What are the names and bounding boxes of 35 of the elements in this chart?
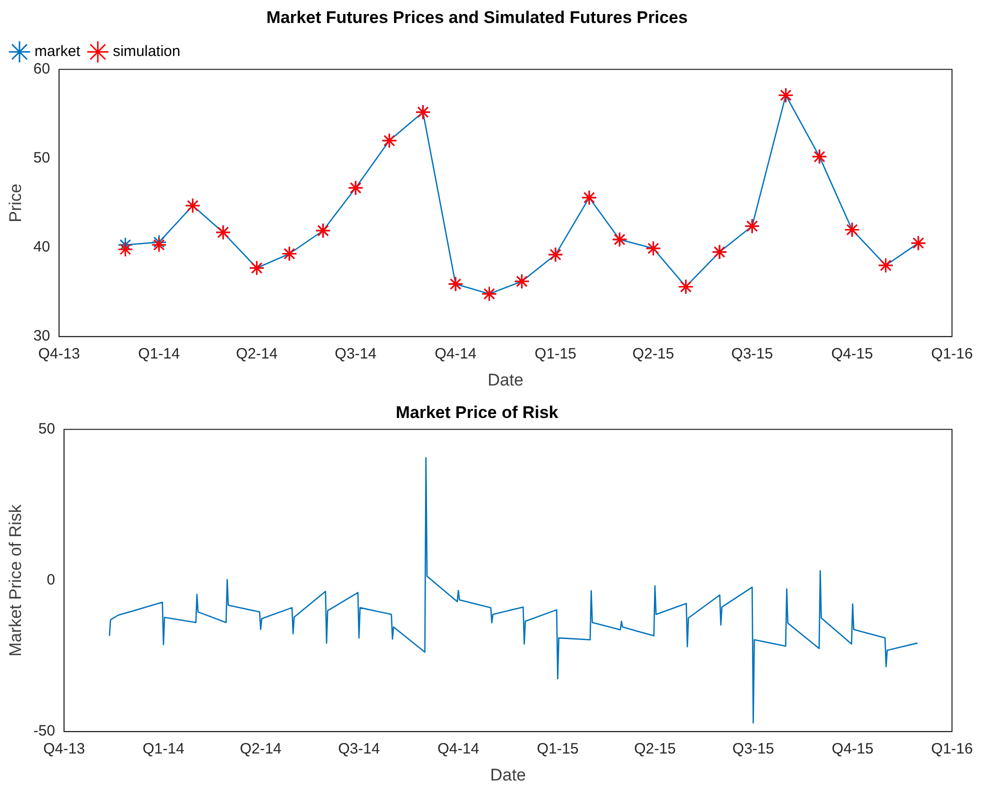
y-tick-label: 50 — [33, 150, 50, 167]
x-tick-label: Q4-13 — [38, 346, 80, 363]
x-tick-label: Q4-14 — [438, 740, 480, 758]
x-tick-label: Q4-13 — [43, 740, 85, 758]
y-axis-title: Price — [6, 184, 25, 222]
x-tick-label: Q4-15 — [832, 740, 874, 758]
chart-title: Market Futures Prices and Simulated Futures Prices — [266, 8, 688, 27]
x-tick-label: Q1-15 — [534, 346, 576, 363]
y-tick-label: 40 — [33, 238, 50, 256]
x-tick-label: Q3-15 — [731, 346, 773, 363]
y-axis-title: Market Price of Risk — [6, 504, 25, 657]
x-tick-label: Q1-16 — [931, 346, 973, 363]
x-tick-label: Q2-14 — [236, 346, 278, 363]
legend-label: simulation — [112, 43, 180, 60]
x-axis-title: Date — [488, 370, 524, 390]
x-tick-label: Q1-15 — [536, 740, 579, 758]
x-tick-label: Q1-14 — [138, 346, 180, 363]
x-tick-label: Q4-15 — [831, 346, 873, 363]
x-tick-label: Q2-15 — [632, 346, 674, 363]
y-tick-label: 0 — [46, 572, 56, 589]
y-tick-label: 30 — [33, 328, 50, 345]
x-tick-label: Q3-15 — [732, 740, 774, 758]
x-tick-label: Q1-14 — [142, 740, 184, 758]
x-tick-label: Q3-14 — [338, 740, 380, 758]
legend-label: market — [34, 43, 82, 60]
x-axis-title: Date — [490, 765, 526, 784]
x-tick-label: Q4-14 — [434, 346, 476, 363]
x-tick-label: Q3-14 — [334, 346, 376, 363]
x-tick-label: Q2-15 — [634, 740, 676, 758]
chart-title: Market Price of Risk — [396, 402, 559, 422]
y-tick-label: -50 — [33, 722, 56, 740]
y-tick-label: 60 — [33, 60, 50, 78]
x-tick-label: Q1-16 — [931, 740, 973, 758]
y-tick-label: 50 — [38, 420, 56, 438]
x-tick-label: Q2-14 — [240, 740, 282, 758]
